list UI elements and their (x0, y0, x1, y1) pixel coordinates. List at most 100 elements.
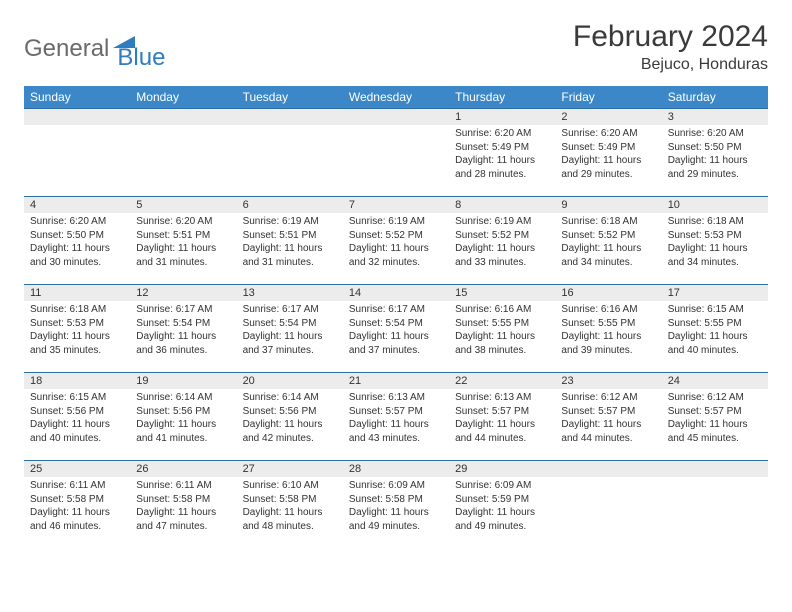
daylight-text: Daylight: 11 hours and 44 minutes. (561, 418, 655, 445)
daylight-text: Daylight: 11 hours and 29 minutes. (561, 154, 655, 181)
day-content-empty (237, 125, 343, 131)
calendar-day-cell: 18Sunrise: 6:15 AMSunset: 5:56 PMDayligh… (24, 373, 130, 461)
calendar-day-cell (662, 461, 768, 549)
day-content: Sunrise: 6:14 AMSunset: 5:56 PMDaylight:… (130, 389, 236, 449)
day-content: Sunrise: 6:19 AMSunset: 5:52 PMDaylight:… (449, 213, 555, 273)
day-number: 7 (343, 197, 449, 213)
day-number-empty (237, 109, 343, 125)
sunrise-text: Sunrise: 6:11 AM (30, 479, 124, 493)
calendar-table: SundayMondayTuesdayWednesdayThursdayFrid… (24, 86, 768, 549)
day-number: 21 (343, 373, 449, 389)
day-content: Sunrise: 6:15 AMSunset: 5:55 PMDaylight:… (662, 301, 768, 361)
calendar-day-cell: 20Sunrise: 6:14 AMSunset: 5:56 PMDayligh… (237, 373, 343, 461)
day-number-empty (24, 109, 130, 125)
weekday-header: Monday (130, 86, 236, 109)
day-number: 12 (130, 285, 236, 301)
daylight-text: Daylight: 11 hours and 45 minutes. (668, 418, 762, 445)
sunrise-text: Sunrise: 6:19 AM (243, 215, 337, 229)
day-content: Sunrise: 6:19 AMSunset: 5:52 PMDaylight:… (343, 213, 449, 273)
day-number: 27 (237, 461, 343, 477)
sunrise-text: Sunrise: 6:13 AM (349, 391, 443, 405)
daylight-text: Daylight: 11 hours and 32 minutes. (349, 242, 443, 269)
day-content-empty (343, 125, 449, 131)
day-number: 6 (237, 197, 343, 213)
day-content: Sunrise: 6:17 AMSunset: 5:54 PMDaylight:… (343, 301, 449, 361)
day-number: 9 (555, 197, 661, 213)
day-content: Sunrise: 6:18 AMSunset: 5:53 PMDaylight:… (24, 301, 130, 361)
calendar-week-row: 11Sunrise: 6:18 AMSunset: 5:53 PMDayligh… (24, 285, 768, 373)
calendar-day-cell: 14Sunrise: 6:17 AMSunset: 5:54 PMDayligh… (343, 285, 449, 373)
logo-text-blue: Blue (117, 44, 165, 72)
calendar-day-cell: 17Sunrise: 6:15 AMSunset: 5:55 PMDayligh… (662, 285, 768, 373)
calendar-week-row: 4Sunrise: 6:20 AMSunset: 5:50 PMDaylight… (24, 197, 768, 285)
day-number: 26 (130, 461, 236, 477)
daylight-text: Daylight: 11 hours and 44 minutes. (455, 418, 549, 445)
weekday-header: Friday (555, 86, 661, 109)
sunrise-text: Sunrise: 6:13 AM (455, 391, 549, 405)
day-number: 14 (343, 285, 449, 301)
sunset-text: Sunset: 5:58 PM (349, 493, 443, 507)
calendar-day-cell: 26Sunrise: 6:11 AMSunset: 5:58 PMDayligh… (130, 461, 236, 549)
weekday-header: Saturday (662, 86, 768, 109)
calendar-day-cell: 3Sunrise: 6:20 AMSunset: 5:50 PMDaylight… (662, 109, 768, 197)
day-number: 10 (662, 197, 768, 213)
day-number: 2 (555, 109, 661, 125)
day-content: Sunrise: 6:20 AMSunset: 5:49 PMDaylight:… (449, 125, 555, 185)
calendar-page: General Blue February 2024 Bejuco, Hondu… (0, 0, 792, 612)
sunset-text: Sunset: 5:52 PM (349, 229, 443, 243)
day-number-empty (130, 109, 236, 125)
sunset-text: Sunset: 5:54 PM (349, 317, 443, 331)
calendar-day-cell: 25Sunrise: 6:11 AMSunset: 5:58 PMDayligh… (24, 461, 130, 549)
sunrise-text: Sunrise: 6:16 AM (561, 303, 655, 317)
daylight-text: Daylight: 11 hours and 40 minutes. (30, 418, 124, 445)
calendar-week-row: 1Sunrise: 6:20 AMSunset: 5:49 PMDaylight… (24, 109, 768, 197)
sunrise-text: Sunrise: 6:19 AM (349, 215, 443, 229)
sunrise-text: Sunrise: 6:09 AM (455, 479, 549, 493)
day-content: Sunrise: 6:18 AMSunset: 5:53 PMDaylight:… (662, 213, 768, 273)
sunset-text: Sunset: 5:54 PM (243, 317, 337, 331)
day-content: Sunrise: 6:11 AMSunset: 5:58 PMDaylight:… (130, 477, 236, 537)
day-content-empty (130, 125, 236, 131)
sunrise-text: Sunrise: 6:18 AM (561, 215, 655, 229)
day-number: 4 (24, 197, 130, 213)
sunset-text: Sunset: 5:50 PM (30, 229, 124, 243)
sunset-text: Sunset: 5:57 PM (349, 405, 443, 419)
calendar-day-cell: 10Sunrise: 6:18 AMSunset: 5:53 PMDayligh… (662, 197, 768, 285)
day-number: 25 (24, 461, 130, 477)
sunrise-text: Sunrise: 6:17 AM (349, 303, 443, 317)
day-content: Sunrise: 6:20 AMSunset: 5:50 PMDaylight:… (24, 213, 130, 273)
day-number: 3 (662, 109, 768, 125)
daylight-text: Daylight: 11 hours and 30 minutes. (30, 242, 124, 269)
sunrise-text: Sunrise: 6:20 AM (561, 127, 655, 141)
day-number-empty (555, 461, 661, 477)
day-number: 22 (449, 373, 555, 389)
day-content: Sunrise: 6:13 AMSunset: 5:57 PMDaylight:… (343, 389, 449, 449)
sunrise-text: Sunrise: 6:09 AM (349, 479, 443, 493)
sunset-text: Sunset: 5:55 PM (455, 317, 549, 331)
sunset-text: Sunset: 5:55 PM (561, 317, 655, 331)
day-content: Sunrise: 6:16 AMSunset: 5:55 PMDaylight:… (555, 301, 661, 361)
daylight-text: Daylight: 11 hours and 42 minutes. (243, 418, 337, 445)
sunrise-text: Sunrise: 6:12 AM (668, 391, 762, 405)
location-label: Bejuco, Honduras (573, 56, 768, 74)
day-content: Sunrise: 6:20 AMSunset: 5:51 PMDaylight:… (130, 213, 236, 273)
daylight-text: Daylight: 11 hours and 34 minutes. (561, 242, 655, 269)
day-number: 8 (449, 197, 555, 213)
sunset-text: Sunset: 5:56 PM (136, 405, 230, 419)
day-content: Sunrise: 6:19 AMSunset: 5:51 PMDaylight:… (237, 213, 343, 273)
sunrise-text: Sunrise: 6:20 AM (668, 127, 762, 141)
calendar-day-cell: 4Sunrise: 6:20 AMSunset: 5:50 PMDaylight… (24, 197, 130, 285)
daylight-text: Daylight: 11 hours and 47 minutes. (136, 506, 230, 533)
day-content: Sunrise: 6:10 AMSunset: 5:58 PMDaylight:… (237, 477, 343, 537)
weekday-header: Sunday (24, 86, 130, 109)
sunrise-text: Sunrise: 6:15 AM (30, 391, 124, 405)
calendar-day-cell: 8Sunrise: 6:19 AMSunset: 5:52 PMDaylight… (449, 197, 555, 285)
sunrise-text: Sunrise: 6:20 AM (30, 215, 124, 229)
sunset-text: Sunset: 5:57 PM (561, 405, 655, 419)
calendar-day-cell: 12Sunrise: 6:17 AMSunset: 5:54 PMDayligh… (130, 285, 236, 373)
daylight-text: Daylight: 11 hours and 28 minutes. (455, 154, 549, 181)
sunrise-text: Sunrise: 6:16 AM (455, 303, 549, 317)
calendar-day-cell: 15Sunrise: 6:16 AMSunset: 5:55 PMDayligh… (449, 285, 555, 373)
sunset-text: Sunset: 5:53 PM (30, 317, 124, 331)
day-number-empty (343, 109, 449, 125)
